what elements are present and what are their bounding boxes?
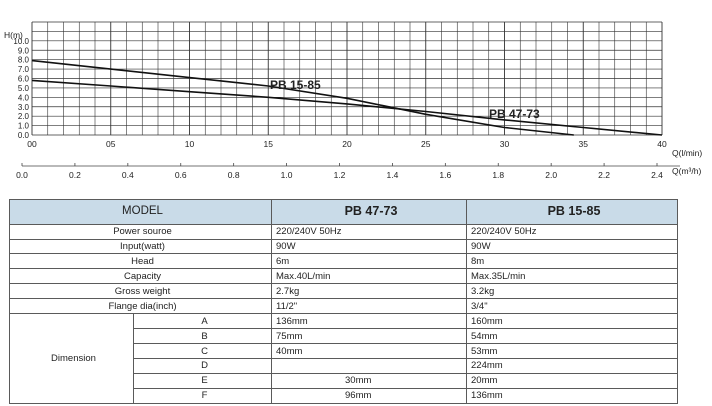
header-model-a: PB 47-73 xyxy=(271,199,467,225)
value-b: Max.35L/min xyxy=(466,268,678,285)
row-label: Capacity xyxy=(9,268,272,285)
spec-table: MODEL PB 47-73 PB 15-85 Power sourоe 220… xyxy=(9,199,678,405)
dimension-sub: E xyxy=(133,372,272,389)
x-tick-label-m3h: 1.6 xyxy=(439,170,451,180)
value-b: 54mm xyxy=(466,328,678,345)
value-a: 220/240V 50Hz xyxy=(271,223,467,240)
x-tick-label-m3h: 2.4 xyxy=(651,170,663,180)
value-b: 20mm xyxy=(466,372,678,389)
spec-row: Flange dia(inch) 11/2" 3/4" xyxy=(9,298,678,315)
header-model: MODEL xyxy=(9,199,272,225)
y-tick-label: 0.0 xyxy=(18,131,30,140)
value-a: 136mm xyxy=(271,313,467,330)
x-tick-label-m3h: 1.8 xyxy=(492,170,504,180)
spec-row: Head 6m 8m xyxy=(9,253,678,270)
x-tick-label-lmin: 35 xyxy=(579,139,589,149)
value-a: 2.7kg xyxy=(271,283,467,300)
x-tick-label-m3h: 0.2 xyxy=(69,170,81,180)
value-a: 30mm xyxy=(271,372,467,389)
pump-curve-chart: 0.01.02.03.04.05.06.07.08.09.010.0 H(m) … xyxy=(4,21,702,180)
value-a: 40mm xyxy=(271,343,467,359)
y-tick-label: 3.0 xyxy=(18,103,30,112)
y-tick-label: 9.0 xyxy=(18,46,30,55)
x-tick-label-lmin: 20 xyxy=(342,139,352,149)
y-axis-label: H(m) xyxy=(4,30,23,40)
x-tick-label-lmin: 25 xyxy=(421,139,431,149)
y-tick-label: 1.0 xyxy=(18,122,30,131)
spec-row: Input(watt) 90W 90W xyxy=(9,238,678,255)
y-tick-labels: 0.01.02.03.04.05.06.07.08.09.010.0 xyxy=(13,37,29,140)
dimension-row: B 75mm 54mm xyxy=(10,328,678,345)
x-tick-label-m3h: 1.2 xyxy=(334,170,346,180)
x-tick-labels-m3h: 0.0 0.2 0.4 0.6 0.8 1.0 1.2 1.4 1.6 1.8 2.0 2.2 2.4 xyxy=(16,163,663,180)
x-tick-label-m3h: 2.2 xyxy=(598,170,610,180)
series-label-pb-15-85: PB 15-85 xyxy=(270,78,321,92)
x-axis-label-lmin: Q(l/min) xyxy=(672,148,702,158)
value-b: 224mm xyxy=(466,358,678,374)
value-a xyxy=(271,358,467,374)
x-tick-label-m3h: 2.0 xyxy=(545,170,557,180)
row-label: Flange dia(inch) xyxy=(9,298,272,315)
header-model-b: PB 15-85 xyxy=(466,199,678,225)
y-tick-label: 5.0 xyxy=(18,84,30,93)
x-tick-label-lmin: 05 xyxy=(106,139,116,149)
series-line-0 xyxy=(31,59,574,136)
value-b: 90W xyxy=(466,238,678,255)
x-axis-label-m3h: Q(m³/h) xyxy=(672,166,701,176)
value-a: 96mm xyxy=(271,387,467,405)
x-tick-label-lmin: 30 xyxy=(500,139,510,149)
spec-row: Power sourоe 220/240V 50Hz 220/240V 50Hz xyxy=(9,223,678,240)
y-tick-label: 7.0 xyxy=(18,65,30,74)
row-label: Gross weight xyxy=(9,283,272,300)
value-b: 3/4" xyxy=(466,298,678,315)
x-tick-label-lmin: 40 xyxy=(657,139,667,149)
x-tick-label-m3h: 0.8 xyxy=(228,170,240,180)
series-label-pb-47-73: PB 47-73 xyxy=(489,107,540,121)
x-tick-label-m3h: 0.4 xyxy=(122,170,134,180)
dimension-sub: B xyxy=(133,328,272,345)
curves xyxy=(31,59,663,136)
dimension-sub: D xyxy=(133,358,272,374)
x-tick-label-lmin: 00 xyxy=(27,139,37,149)
x-tick-label-lmin: 10 xyxy=(185,139,195,149)
value-b: 136mm xyxy=(466,387,678,405)
y-tick-label: 10.0 xyxy=(13,37,29,46)
y-tick-label: 2.0 xyxy=(18,112,30,121)
x-tick-labels-lmin: 00 05 10 15 20 25 30 35 40 xyxy=(27,139,667,149)
dimension-sub: F xyxy=(133,387,272,405)
x-tick-label-lmin: 15 xyxy=(264,139,274,149)
value-a: 90W xyxy=(271,238,467,255)
value-b: 8m xyxy=(466,253,678,270)
value-b: 3.2kg xyxy=(466,283,678,300)
value-b: 53mm xyxy=(466,343,678,359)
chart-grid xyxy=(31,21,663,136)
value-b: 220/240V 50Hz xyxy=(466,223,678,240)
value-a: 75mm xyxy=(271,328,467,345)
dimension-row: C 40mm 53mm xyxy=(10,343,678,359)
row-label: Power sourоe xyxy=(9,223,272,240)
dimension-sub: C xyxy=(133,343,272,359)
value-b: 160mm xyxy=(466,313,678,330)
x-tick-label-m3h: 1.4 xyxy=(387,170,399,180)
value-a: 6m xyxy=(271,253,467,270)
y-tick-label: 4.0 xyxy=(18,93,30,102)
spec-row: Gross weight 2.7kg 3.2kg xyxy=(9,283,678,300)
dimension-row: F 96mm 136mm xyxy=(10,387,678,405)
dimension-row: Dimension A 136mm 160mm xyxy=(9,313,678,404)
dimension-sub: A xyxy=(133,313,272,330)
x-tick-label-m3h: 0.6 xyxy=(175,170,187,180)
row-label: Head xyxy=(9,253,272,270)
row-label: Input(watt) xyxy=(9,238,272,255)
value-a: 11/2" xyxy=(271,298,467,315)
dimension-label: Dimension xyxy=(9,313,134,404)
x-tick-label-m3h: 1.0 xyxy=(281,170,293,180)
dimension-row: D 224mm xyxy=(10,358,678,374)
y-tick-label: 6.0 xyxy=(18,75,30,84)
value-a: Max.40L/min xyxy=(271,268,467,285)
y-tick-label: 8.0 xyxy=(18,56,30,65)
x-tick-label-m3h: 0.0 xyxy=(16,170,28,180)
spec-row: Capacity Max.40L/min Max.35L/min xyxy=(9,268,678,285)
series-line-1 xyxy=(31,79,663,136)
spec-header-row: MODEL PB 47-73 PB 15-85 xyxy=(9,199,678,225)
